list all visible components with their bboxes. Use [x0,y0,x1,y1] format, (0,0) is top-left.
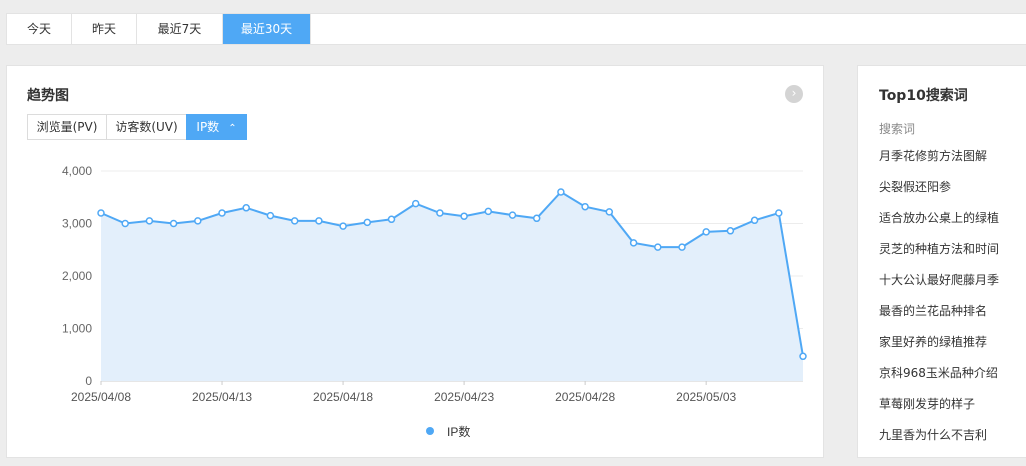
data-point [678,243,686,251]
keyword-item[interactable]: 灵芝的种植方法和时间 [879,242,1000,256]
chevron-right-icon[interactable]: › [785,85,803,103]
y-tick-label: 0 [85,374,92,388]
top10-card: Top10搜索词 搜索词 月季花修剪方法图解 尖裂假还阳参 适合放办公桌上的绿植… [857,65,1026,458]
data-point [242,204,250,212]
keyword-column-header: 搜索词 [879,122,916,136]
tab-uv-label: 访客数(UV) [115,120,178,134]
x-tick-label: 2025/04/23 [434,390,494,404]
keyword-item[interactable]: 草莓刚发芽的样子 [879,397,976,411]
tab-last-7-days[interactable]: 最近7天 [137,14,223,44]
data-point [145,217,154,225]
data-point [508,211,517,219]
series-area [101,192,803,381]
data-point [218,209,226,217]
data-point [532,214,541,223]
data-point [581,202,589,211]
keyword-list: 月季花修剪方法图解 尖裂假还阳参 适合放办公桌上的绿植 灵芝的种植方法和时间 十… [879,146,999,456]
keyword-item[interactable]: 月季花修剪方法图解 [879,149,988,163]
tab-today[interactable]: 今天 [7,14,72,44]
series-line [100,190,804,357]
data-point [339,222,347,230]
tab-pv[interactable]: 浏览量(PV) [27,114,107,140]
trend-card: 趋势图 › 浏览量(PV) 访客数(UV) IP数 ⌃ 0 1,000 2,000 3,… [6,65,824,458]
trend-chart: 0 1,000 2,000 3,000 4,000 2025/04/08 2025/04/1… [62,164,807,439]
legend-marker [426,427,434,435]
data-point [363,218,372,227]
tab-pv-label: 浏览量(PV) [36,120,98,134]
trend-title: 趋势图 [27,88,69,104]
keyword-item[interactable]: 九里香为什么不吉利 [879,428,988,442]
x-tick-label: 2025/04/13 [192,390,252,404]
keyword-item[interactable]: 尖裂假还阳参 [879,180,952,194]
data-point [557,188,565,196]
chevron-up-icon: ⌃ [228,123,237,134]
y-tick-label: 3,000 [62,217,92,231]
data-point [460,212,468,220]
tab-last-30-days[interactable]: 最近30天 [223,14,311,44]
x-tick-label: 2025/04/28 [555,390,615,404]
tab-ip[interactable]: IP数 ⌃ [186,114,247,140]
tab-ip-label: IP数 [196,120,220,134]
y-tick-label: 2,000 [62,269,92,283]
data-point [315,217,323,225]
metric-tabs: 浏览量(PV) 访客数(UV) IP数 ⌃ [27,114,247,140]
data-point [726,227,735,235]
keyword-item[interactable]: 适合放办公桌上的绿植 [879,211,1000,225]
data-point [775,209,783,217]
tab-yesterday[interactable]: 昨天 [72,14,137,44]
data-point [169,219,178,228]
y-tick-label: 4,000 [62,164,92,178]
keyword-item[interactable]: 十大公认最好爬藤月季 [879,273,1000,287]
x-tick-label: 2025/04/08 [71,390,131,404]
data-point [194,217,202,225]
data-point [411,199,420,208]
data-point [121,219,129,228]
x-tick-label: 2025/05/03 [676,390,736,404]
data-point [629,239,638,247]
data-point [605,208,614,216]
data-point [436,209,444,217]
keyword-item[interactable]: 家里好养的绿植推荐 [879,335,988,349]
data-point [654,243,662,251]
keyword-item[interactable]: 最香的兰花品种排名 [879,304,988,318]
data-point [799,352,807,361]
data-point [702,228,710,236]
x-tick-label: 2025/04/18 [313,390,373,404]
top10-title: Top10搜索词 [879,88,968,104]
data-point [750,216,759,225]
data-point [97,209,105,217]
y-tick-label: 1,000 [62,322,92,336]
date-range-tabs: 今天 昨天 最近7天 最近30天 [6,13,1026,45]
data-point [266,211,275,220]
data-point [387,215,396,224]
tab-uv[interactable]: 访客数(UV) [106,114,187,140]
data-point [290,217,299,225]
legend-label: IP数 [447,424,470,439]
data-point [484,207,493,216]
keyword-item[interactable]: 京科968玉米品种介绍 [879,366,998,380]
